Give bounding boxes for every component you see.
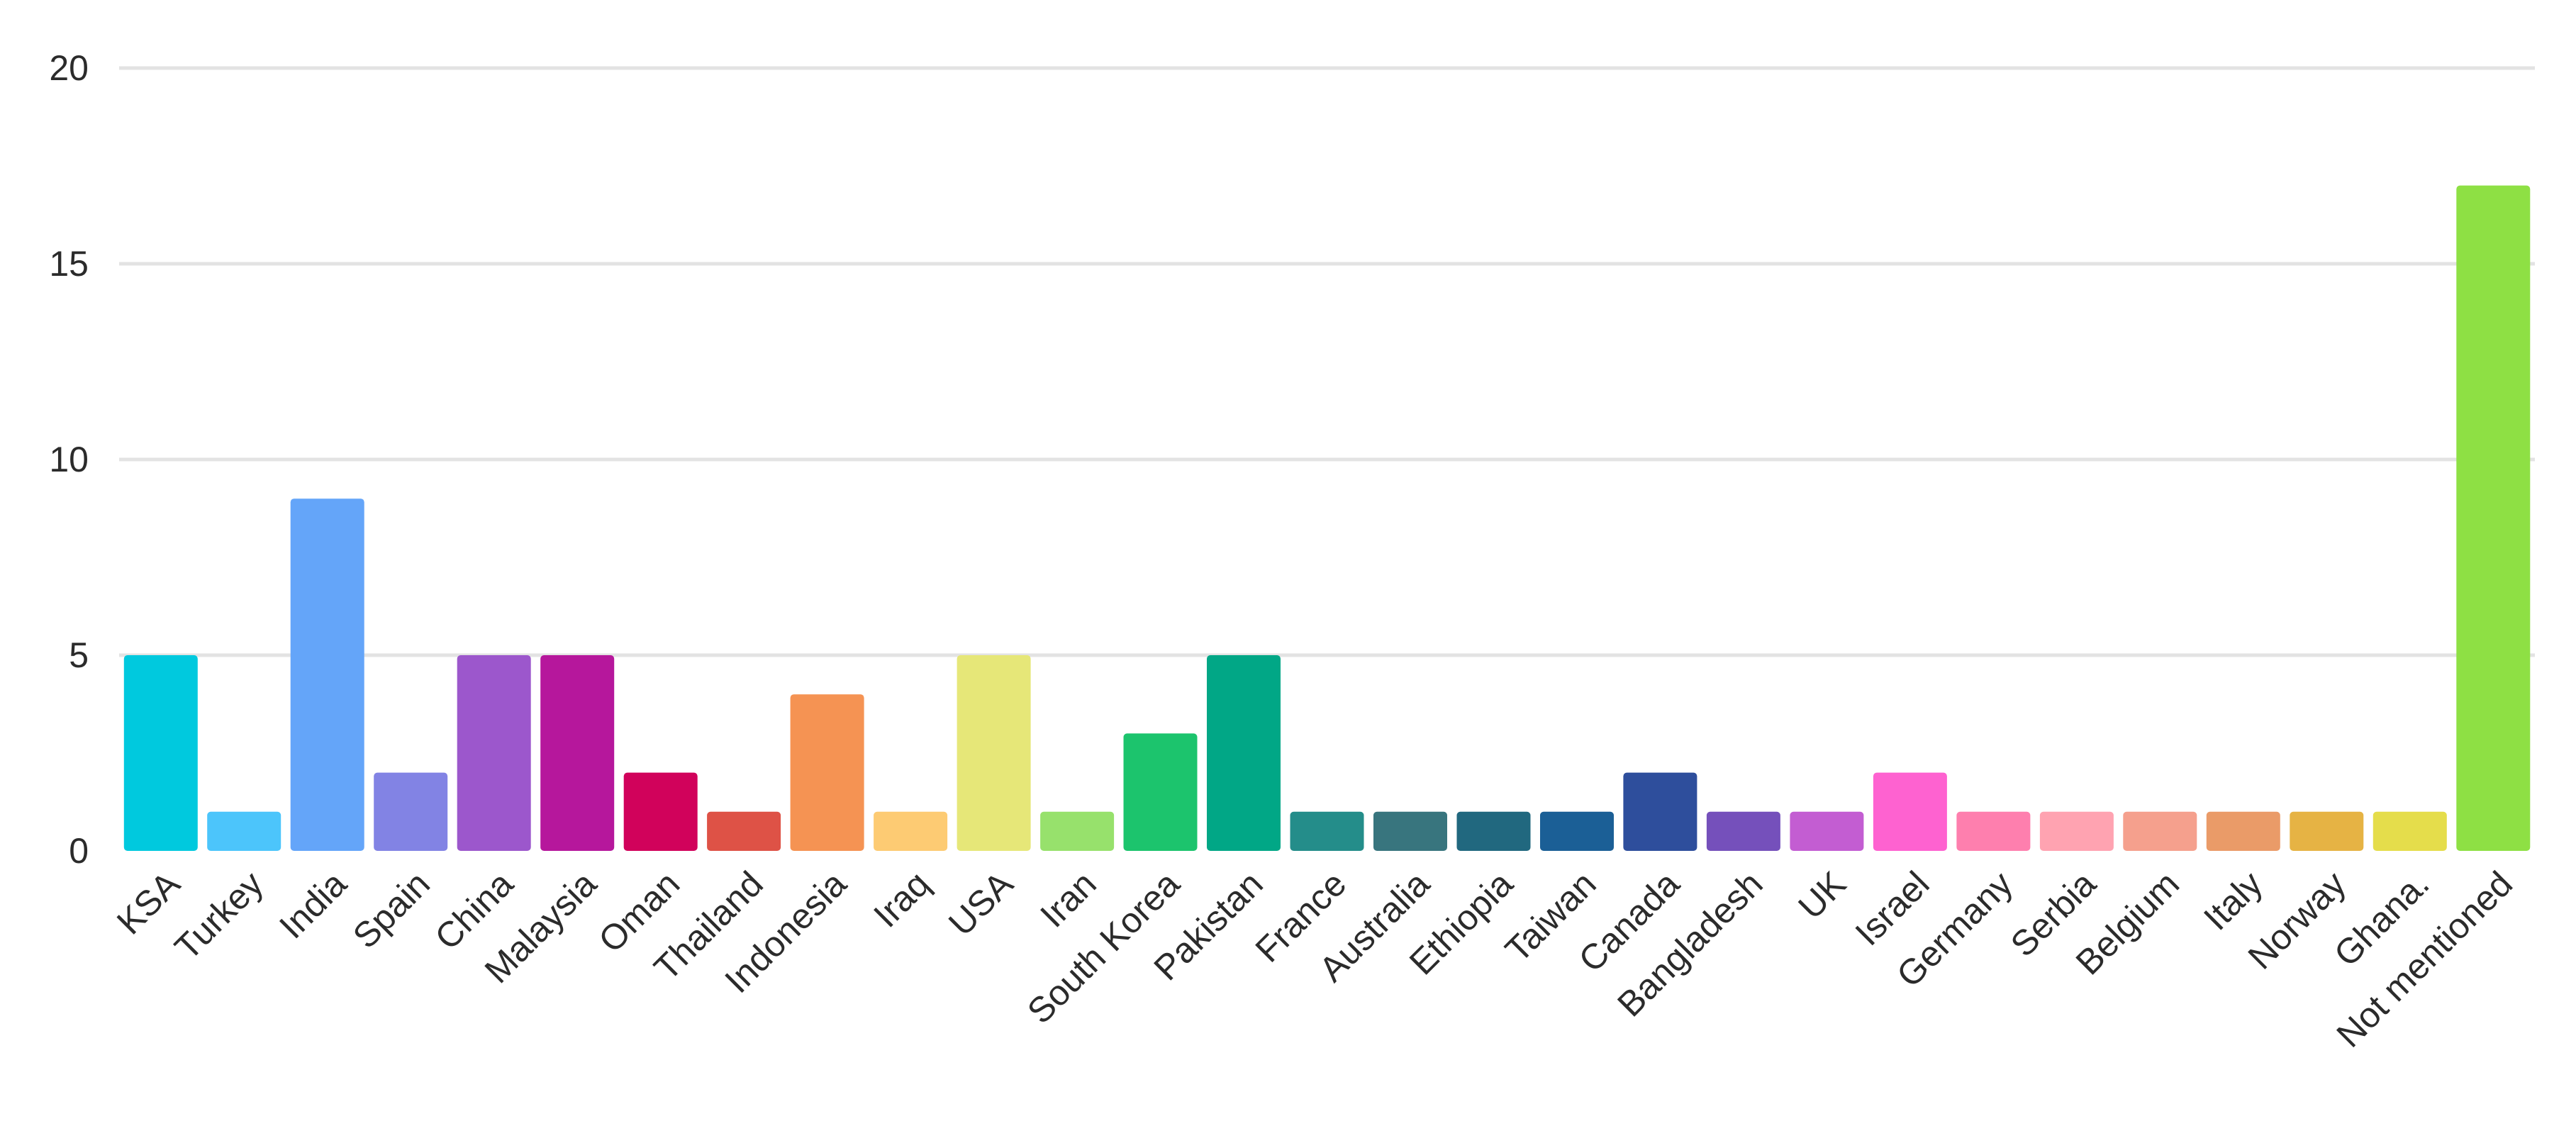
bar-iraq xyxy=(874,811,948,851)
x-tick-label: UK xyxy=(1790,864,1853,927)
x-tick-label: India xyxy=(272,864,354,946)
bar-turkey xyxy=(207,811,281,851)
bar-malaysia xyxy=(540,655,615,851)
bar-taiwan xyxy=(1540,811,1614,851)
bar-oman xyxy=(623,772,698,851)
bar-iran xyxy=(1040,811,1115,851)
y-tick-label: 0 xyxy=(69,831,89,871)
bar-australia xyxy=(1373,811,1447,851)
bar-usa xyxy=(957,655,1031,851)
bar-spain xyxy=(374,772,448,851)
x-tick-label: Italy xyxy=(2196,864,2270,937)
bar-ghana xyxy=(2373,811,2447,851)
bar-ksa xyxy=(123,655,198,851)
bar-uk xyxy=(1790,811,1864,851)
bar-canada xyxy=(1623,772,1697,851)
y-axis-ticks: 0 5 10 15 20 xyxy=(49,48,89,871)
bar-norway xyxy=(2290,811,2364,851)
bar-germany xyxy=(1956,811,2031,851)
y-tick-label: 5 xyxy=(69,635,89,675)
bar-france xyxy=(1290,811,1364,851)
bars xyxy=(123,185,2531,852)
x-tick-label: Spain xyxy=(345,864,437,956)
x-tick-label: Iran xyxy=(1032,864,1104,935)
bar-indonesia xyxy=(790,694,864,851)
bar-thailand xyxy=(707,811,781,851)
gridlines xyxy=(119,66,2535,657)
bar-serbia xyxy=(2039,811,2114,851)
bar-india xyxy=(290,498,364,851)
bar-belgium xyxy=(2123,811,2197,851)
bar-south-korea xyxy=(1123,733,1198,851)
bar-not-mentioned xyxy=(2456,185,2531,852)
bar-israel xyxy=(1873,772,1947,851)
bar-italy xyxy=(2206,811,2280,851)
bar-pakistan xyxy=(1207,655,1281,851)
bar-china xyxy=(457,655,531,851)
bar-bangladesh xyxy=(1706,811,1780,851)
x-tick-label: Iraq xyxy=(866,864,937,935)
y-tick-label: 20 xyxy=(49,48,89,88)
x-tick-label: USA xyxy=(941,864,1021,944)
bar-ethiopia xyxy=(1456,811,1531,851)
x-tick-label: Turkey xyxy=(167,864,271,967)
y-tick-label: 10 xyxy=(49,440,89,479)
y-tick-label: 15 xyxy=(49,244,89,284)
